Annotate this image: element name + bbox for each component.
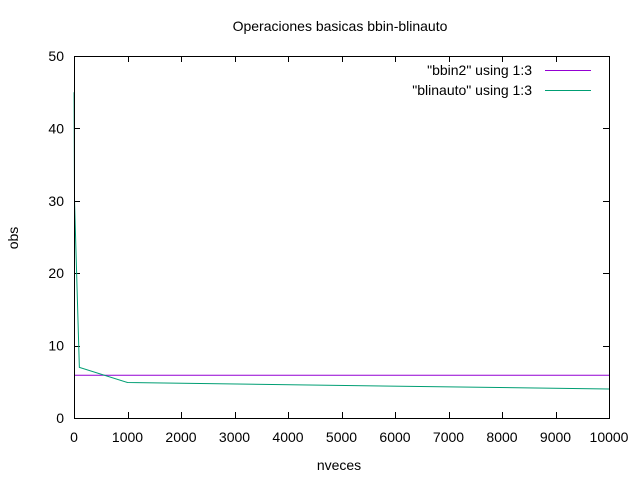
x-tick-label: 5000 <box>326 429 357 445</box>
y-tick-label: 40 <box>48 120 64 136</box>
plot-frame <box>74 56 610 419</box>
y-tick-label: 50 <box>48 48 64 64</box>
x-tick-label: 1000 <box>112 429 143 445</box>
y-tick-label: 30 <box>48 193 64 209</box>
x-axis-label: nveces <box>317 457 361 473</box>
y-tick-label: 10 <box>48 338 64 354</box>
x-tick-label: 8000 <box>486 429 517 445</box>
legend-label: "blinauto" using 1:3 <box>412 82 532 98</box>
x-tick-labels: 0 1000 2000 3000 4000 5000 6000 7000 8000 9000 100… <box>70 429 629 445</box>
y-tick-label: 0 <box>56 410 64 426</box>
x-tick-label: 0 <box>70 429 78 445</box>
series-line-2 <box>73 92 610 390</box>
y-tick-marks <box>74 56 609 419</box>
legend-label: "bbin2" using 1:3 <box>427 62 532 78</box>
y-tick-label: 20 <box>48 265 64 281</box>
y-axis-label: obs <box>5 227 21 250</box>
x-tick-label: 10000 <box>590 429 629 445</box>
x-tick-label: 4000 <box>272 429 303 445</box>
series-lines <box>73 92 610 390</box>
x-tick-label: 7000 <box>433 429 464 445</box>
x-tick-label: 9000 <box>540 429 571 445</box>
x-tick-label: 6000 <box>379 429 410 445</box>
y-tick-labels: 0 10 20 30 40 50 <box>48 48 64 426</box>
legend: "bbin2" using 1:3 "blinauto" using 1:3 <box>412 62 591 98</box>
x-tick-label: 3000 <box>219 429 250 445</box>
x-tick-label: 2000 <box>165 429 196 445</box>
chart-title: Operaciones basicas bbin-blinauto <box>233 18 448 34</box>
x-tick-marks <box>74 56 610 418</box>
